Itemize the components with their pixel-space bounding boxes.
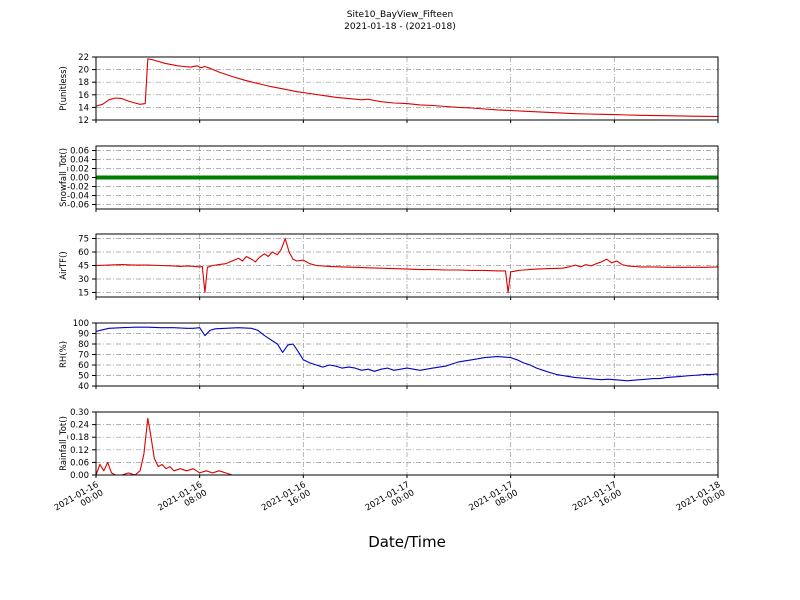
panel-border — [95, 322, 719, 387]
x-tick-label: 2021-01-1616:00 — [260, 480, 313, 522]
chart-title-line2: 2021-01-18 - (2021-018) — [344, 21, 456, 32]
y-tick-label: 14 — [78, 103, 89, 113]
y-tick-label: 20 — [78, 66, 89, 76]
y-tick-label: 40 — [78, 382, 89, 392]
y-tick-label: 30 — [78, 275, 89, 285]
series-line — [95, 326, 719, 382]
x-tick-label: 2021-01-1700:00 — [364, 480, 417, 522]
y-tick-label: 0.18 — [70, 433, 89, 443]
x-axis-label: Date/Time — [368, 533, 446, 551]
y-tick-label: 70 — [78, 351, 89, 361]
x-tick-label: 2021-01-1716:00 — [571, 480, 624, 522]
series-line — [95, 237, 719, 294]
y-tick-label: -0.02 — [67, 183, 89, 193]
ticks — [92, 238, 719, 300]
y-tick-label: 0.06 — [70, 147, 89, 157]
chart-title: Site10_BayView_Fifteen 2021-01-18 - (202… — [0, 10, 800, 33]
y-axis-label: P(unitless) — [59, 66, 69, 111]
x-tick-label: 2021-01-1800:00 — [675, 480, 728, 522]
grid — [95, 322, 719, 387]
y-tick-label: 22 — [78, 53, 89, 63]
y-tick-label: 0.12 — [70, 446, 89, 456]
y-tick-label: 0.02 — [70, 165, 89, 175]
ticks — [92, 150, 719, 212]
y-tick-label: 0.00 — [70, 471, 89, 481]
y-tick-label: 0.00 — [70, 174, 89, 184]
y-tick-label: -0.04 — [67, 192, 89, 202]
y-tick-label: 75 — [78, 235, 89, 245]
y-tick-labels: 15 30 45 60 75 — [78, 235, 89, 299]
x-tick-label: 2021-01-1608:00 — [156, 480, 209, 522]
y-axis-label: Snowfall_Tot() — [59, 148, 69, 207]
y-tick-label: 16 — [78, 91, 89, 101]
y-axis-label: Rainfall_Tot() — [59, 416, 69, 471]
y-tick-labels: 0.00 0.06 0.12 0.18 0.24 0.30 — [70, 408, 89, 481]
y-tick-label: 50 — [78, 372, 89, 382]
y-tick-label: 0.24 — [70, 421, 89, 431]
y-tick-label: 0.04 — [70, 156, 89, 166]
ticks — [92, 411, 719, 478]
panel-border — [95, 233, 719, 298]
panel-border — [95, 145, 719, 210]
y-tick-label: 0.30 — [70, 408, 89, 418]
x-tick-label: 2021-01-1708:00 — [467, 480, 520, 522]
panel-1: 12 14 16 18 20 22 P(unitless) — [59, 53, 719, 126]
panel-border — [95, 411, 719, 476]
y-tick-label: 45 — [78, 262, 89, 272]
y-tick-labels: -0.06-0.04-0.020.000.020.040.06 — [67, 147, 89, 211]
x-tick-labels: 2021-01-1600:00 2021-01-1608:00 2021-01-16… — [53, 480, 728, 522]
panel-3: 15 30 45 60 75 AirTF() — [59, 233, 719, 300]
y-axis-label: AirTF() — [59, 251, 69, 279]
grid — [95, 234, 719, 297]
y-tick-label: 80 — [78, 340, 89, 350]
panel-2: -0.06-0.04-0.020.000.020.040.06Snowfall_… — [59, 145, 719, 212]
y-tick-labels: 12 14 16 18 20 22 — [78, 53, 89, 126]
y-tick-label: 90 — [78, 330, 89, 340]
y-tick-label: 0.06 — [70, 458, 89, 468]
x-tick-label: 2021-01-1600:00 — [53, 480, 106, 522]
series-line — [95, 58, 719, 118]
y-tick-label: 60 — [78, 248, 89, 258]
y-tick-label: 15 — [78, 289, 89, 299]
y-tick-label: 12 — [78, 116, 89, 126]
y-tick-label: -0.06 — [67, 201, 89, 211]
chart-title-line1: Site10_BayView_Fifteen — [346, 10, 454, 20]
y-tick-label: 18 — [78, 78, 89, 88]
ticks — [92, 322, 719, 389]
y-tick-label: 100 — [73, 319, 89, 329]
y-tick-label: 60 — [78, 361, 89, 371]
panel-border — [95, 56, 719, 121]
ticks — [92, 56, 719, 123]
grid — [95, 411, 719, 476]
y-axis-label: RH(%) — [59, 341, 69, 368]
